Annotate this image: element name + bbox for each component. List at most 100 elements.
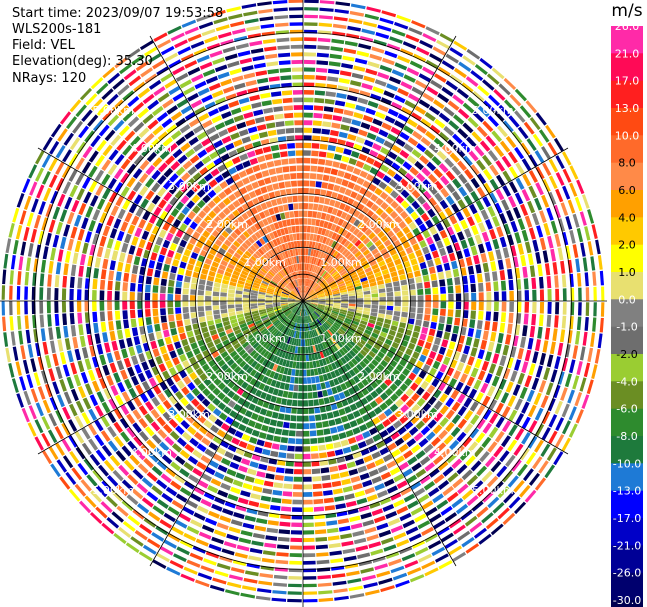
velocity-gate (175, 201, 185, 211)
velocity-gate (170, 32, 185, 42)
velocity-gate (250, 412, 259, 421)
velocity-gate (294, 346, 298, 354)
velocity-gate (230, 362, 238, 370)
velocity-gate (74, 214, 82, 227)
velocity-gate (260, 92, 271, 99)
velocity-gate (284, 351, 289, 360)
velocity-gate (109, 455, 121, 467)
velocity-gate (323, 106, 334, 113)
velocity-gate (264, 441, 273, 449)
velocity-gate (316, 211, 322, 219)
velocity-gate (366, 462, 376, 470)
velocity-gate (284, 310, 292, 316)
velocity-gate (355, 160, 365, 169)
velocity-gate (379, 429, 389, 438)
velocity-gate (383, 355, 392, 363)
velocity-gate (416, 206, 425, 216)
velocity-gate (295, 299, 303, 301)
velocity-gate (552, 262, 558, 275)
velocity-gate (330, 371, 337, 379)
velocity-gate (57, 193, 66, 207)
velocity-gate (330, 248, 336, 257)
velocity-gate (453, 370, 461, 380)
velocity-gate (101, 88, 114, 100)
velocity-gate (290, 353, 295, 361)
velocity-gate (381, 122, 392, 131)
velocity-gate (303, 286, 306, 294)
velocity-gate (244, 426, 254, 435)
velocity-gate (497, 486, 510, 499)
velocity-gate (356, 298, 364, 301)
velocity-gate (369, 400, 378, 409)
velocity-gate (175, 363, 184, 373)
velocity-gate (263, 384, 270, 393)
velocity-gate (480, 382, 489, 394)
velocity-gate (209, 50, 223, 58)
velocity-gate (185, 189, 195, 199)
velocity-gate (488, 399, 498, 411)
velocity-gate (418, 370, 427, 379)
velocity-gate (189, 437, 199, 447)
velocity-gate (190, 306, 197, 313)
velocity-gate (121, 348, 129, 359)
velocity-gate (168, 279, 175, 287)
velocity-gate (433, 400, 443, 411)
velocity-gate (382, 343, 391, 350)
velocity-gate (237, 260, 246, 267)
velocity-gate (555, 302, 560, 315)
velocity-gate (351, 247, 359, 255)
velocity-gate (375, 207, 384, 216)
velocity-gate (142, 210, 151, 221)
velocity-gate (254, 332, 262, 339)
velocity-gate (220, 422, 230, 432)
colorbar-tick-label: 8.0 (618, 157, 636, 170)
velocity-gate (304, 331, 307, 339)
velocity-gate (192, 467, 203, 477)
velocity-gate (550, 369, 558, 383)
velocity-gate (353, 315, 362, 320)
velocity-gate (368, 232, 376, 240)
velocity-gate (307, 307, 312, 314)
velocity-gate (380, 235, 389, 243)
spoke-210 (37, 300, 304, 455)
velocity-gate (410, 258, 418, 266)
velocity-gate (256, 124, 267, 131)
velocity-gate (245, 167, 254, 175)
velocity-gate (176, 274, 184, 282)
velocity-gate (319, 269, 326, 277)
colorbar-swatch (611, 518, 643, 546)
velocity-gate (406, 194, 415, 204)
velocity-gate (349, 245, 357, 253)
velocity-gate (565, 216, 573, 230)
velocity-gate (164, 336, 172, 345)
velocity-gate (409, 574, 425, 583)
velocity-gate (405, 205, 415, 215)
velocity-gate (275, 381, 281, 389)
velocity-gate (315, 414, 322, 421)
velocity-gate (141, 380, 151, 391)
velocity-gate (273, 159, 282, 167)
velocity-gate (289, 211, 295, 218)
velocity-gate (528, 185, 537, 199)
velocity-gate (316, 173, 323, 181)
velocity-gate (451, 458, 463, 469)
velocity-gate (313, 506, 325, 512)
velocity-gate (347, 508, 359, 515)
velocity-gate (192, 231, 201, 240)
velocity-gate (529, 265, 536, 277)
velocity-gate (324, 229, 330, 237)
velocity-gate (303, 233, 307, 240)
velocity-gate (95, 222, 103, 234)
velocity-gate (409, 237, 418, 246)
velocity-gate (584, 226, 591, 241)
velocity-gate (428, 487, 440, 497)
velocity-gate (318, 359, 324, 367)
velocity-gate (351, 119, 362, 127)
velocity-gate (246, 150, 256, 158)
velocity-gate (532, 133, 544, 147)
velocity-gate (269, 282, 277, 287)
velocity-gate (186, 559, 201, 568)
velocity-gate (303, 583, 317, 588)
velocity-gate (466, 48, 481, 60)
velocity-gate (373, 406, 383, 415)
